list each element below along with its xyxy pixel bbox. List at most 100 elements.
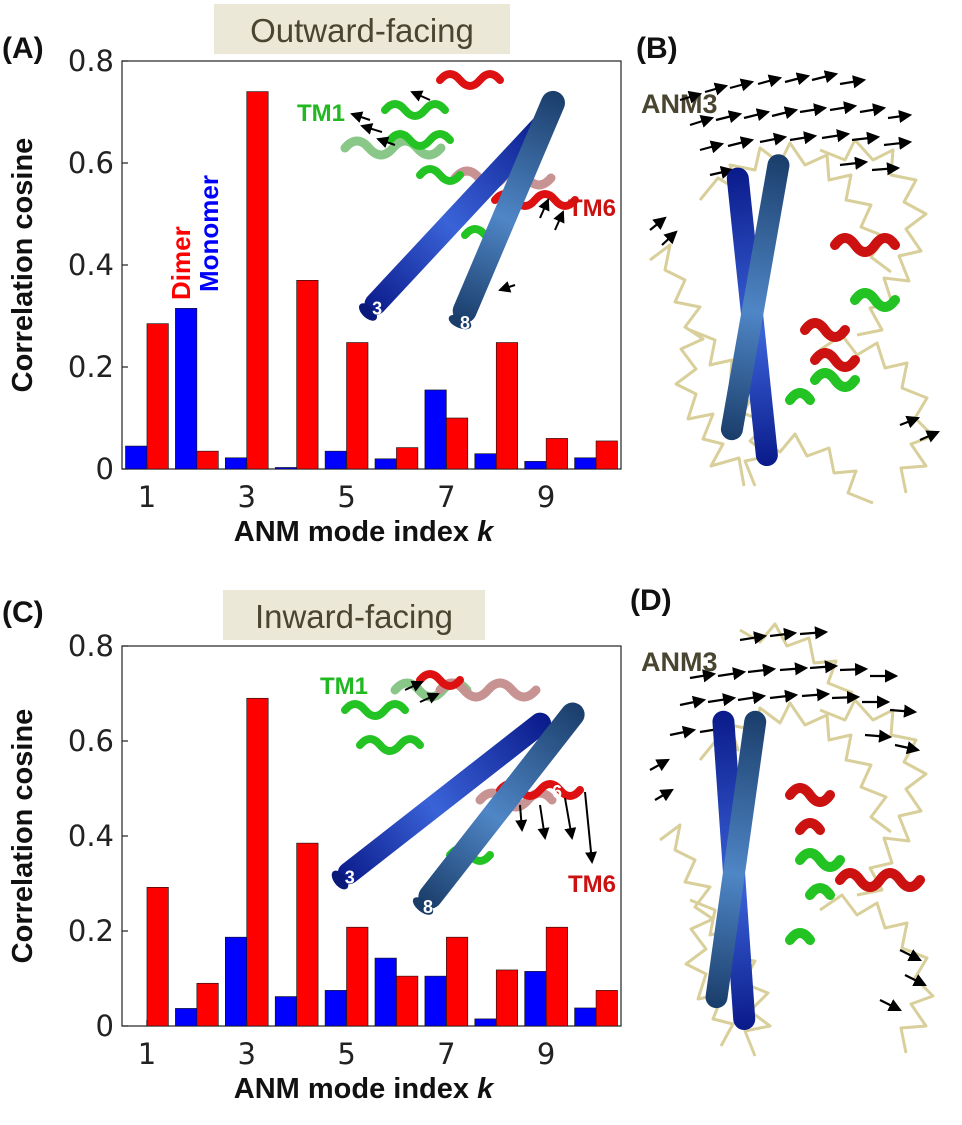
helix-cylinder-3: 3 [331,712,552,890]
x-tick-label: 9 [537,480,555,514]
panel-d: (D) ANM3 [630,584,935,1057]
bar-monomer [274,996,297,1027]
x-axis-title-variable: k [477,1073,495,1105]
mode-arrows-d [649,626,927,1011]
svg-text:8: 8 [423,897,433,917]
svg-text:8: 8 [460,313,470,333]
bar-dimer [396,975,419,1027]
x-axis-title-variable: k [477,516,495,548]
bar-monomer [524,461,547,470]
x-tick-label: 7 [437,1037,455,1071]
bar-monomer [424,975,447,1027]
bar-monomer [324,450,347,470]
legend-monomer: Monomer [194,175,224,292]
anm-mode-label: ANM3 [641,647,718,677]
y-tick-label: 0.4 [68,248,114,282]
y-tick-label: 0.4 [68,819,114,853]
x-tick-label: 3 [238,1037,256,1071]
state-title-box [223,590,485,640]
bar-dimer [545,438,568,470]
helix-cylinder-b-steel [720,154,790,441]
bar-monomer [224,936,248,1027]
panel-a: (A) Outward-facing 0 0.2 0.4 0.6 0.8 1 3 5 7 9 ANM… [2,4,622,548]
bar-dimer [396,447,419,470]
bar-monomer [324,990,347,1027]
mode-arrows-b [649,70,941,443]
x-axis-title: ANM mode index k [234,516,495,548]
helix-cylinder-8: 8 [448,90,565,333]
bar-monomer [374,458,397,470]
x-tick-label: 3 [238,480,256,514]
svg-text:3: 3 [372,299,382,319]
bar-monomer [474,1018,497,1027]
bar-monomer [524,971,547,1027]
bar-dimer [495,969,519,1027]
panel-letter-a: (A) [2,32,44,65]
helix-ribbons-d [785,783,925,945]
y-tick-label: 0 [96,452,114,486]
panel-letter-b: (B) [636,32,678,65]
y-tick-label: 0.6 [68,724,114,758]
bar-dimer [196,982,219,1027]
y-axis-title: Correlation cosine [7,709,39,964]
panel-b: (B) ANM3 [636,32,941,505]
helix-ribbons-b [785,233,900,405]
tm1-label: TM1 [297,100,345,127]
x-axis-title: ANM mode index k [234,1073,495,1105]
tm1-label: TM1 [320,673,368,700]
panel-letter-c: (C) [2,596,44,629]
bar-monomer [574,457,597,470]
y-tick-label: 0 [96,1009,114,1043]
helix-label-6: 6 [552,782,562,802]
y-tick-label: 0.2 [68,914,114,948]
state-title-outward: Outward-facing [250,12,474,49]
bar-dimer [246,697,269,1027]
x-tick-label: 7 [437,480,455,514]
protein-backbone-trace [659,622,935,1057]
bar-dimer [545,926,568,1027]
bar-monomer [374,957,397,1027]
x-tick-label: 5 [337,480,355,514]
bar-dimer [495,342,519,470]
helix-inset-c: 3 8 6 [331,670,597,917]
panel-c: (C) Inward-facing 0 0.2 0.4 0.6 0.8 1 3 5 7 9 ANM … [2,590,622,1105]
bar-dimer [446,936,469,1027]
helix-cylinder-d-steel [705,710,767,1009]
svg-text:3: 3 [345,867,355,887]
anm-mode-label: ANM3 [641,89,718,119]
protein-backbone-trace [649,138,935,505]
bar-dimer [146,886,169,1027]
bar-monomer [224,457,248,470]
bar-dimer [595,440,618,470]
bar-dimer [246,91,269,470]
y-tick-label: 0.6 [68,146,114,180]
bar-monomer [125,445,148,470]
helix-label-6: 6 [538,218,548,238]
tm6-label: TM6 [568,871,616,898]
bar-dimer [196,450,219,470]
bar-dimer [146,323,169,470]
bar-monomer [424,389,447,470]
state-title-box [214,4,510,54]
bar-monomer [474,453,497,470]
x-tick-label: 1 [138,480,156,514]
bar-dimer [346,926,369,1027]
bar-dimer [346,342,369,470]
y-tick-label: 0.2 [68,350,114,384]
helix-cylinder-3: 3 [358,115,553,321]
state-title-inward: Inward-facing [255,598,453,635]
y-tick-label: 0.8 [68,629,114,663]
x-tick-label: 5 [337,1037,355,1071]
bar-monomer [574,1007,597,1027]
bar-monomer [274,467,297,470]
panel-letter-d: (D) [630,584,672,617]
bar-dimer [595,990,618,1027]
bar-dimer [296,842,319,1027]
legend-dimer: Dimer [166,226,196,300]
y-tick-label: 0.8 [68,44,114,78]
bar-dimer [446,417,469,470]
bar-monomer [175,1008,198,1027]
bar-monomer [175,308,198,470]
y-axis-title: Correlation cosine [7,138,39,393]
